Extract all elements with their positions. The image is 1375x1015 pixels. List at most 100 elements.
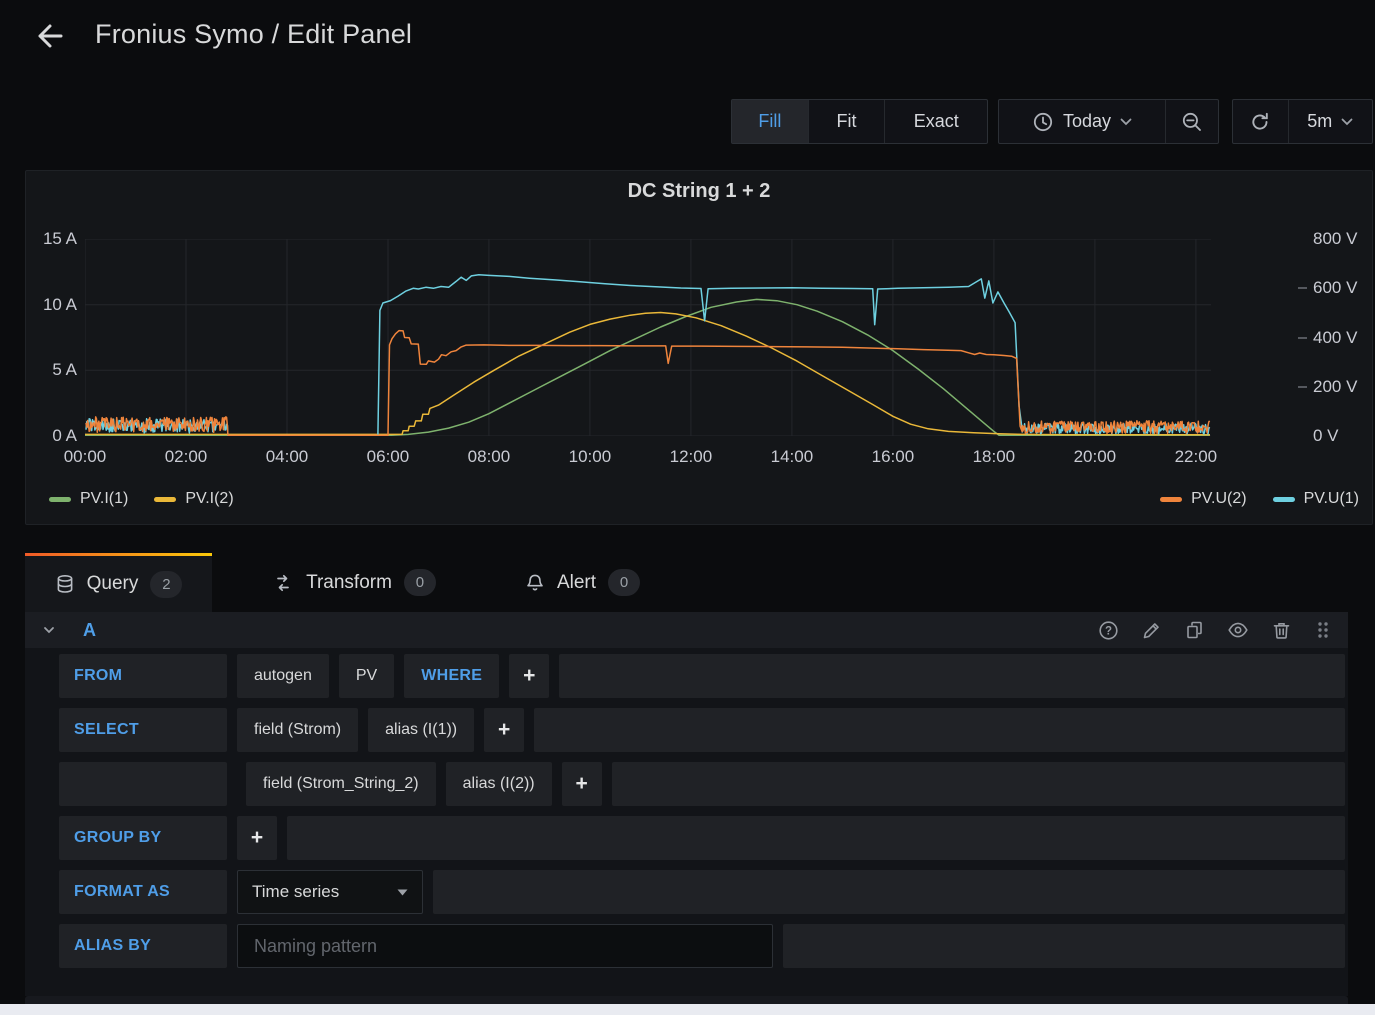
legend-color-dash xyxy=(49,496,71,502)
y-axis-left-tick: 15 A xyxy=(42,229,77,248)
toggle-visibility-button[interactable] xyxy=(1227,619,1249,641)
legend-label: PV.I(2) xyxy=(185,490,234,507)
bottom-scrollbar[interactable] xyxy=(0,1004,1375,1015)
add-select-part-button-2[interactable]: + xyxy=(561,762,602,806)
time-range-picker[interactable]: Today xyxy=(999,100,1166,143)
help-button[interactable]: ? xyxy=(1098,620,1119,641)
help-circle-icon: ? xyxy=(1099,620,1118,640)
format-as-label: FORMAT AS xyxy=(59,870,227,914)
add-select-part-button[interactable]: + xyxy=(484,708,525,752)
query-editor: A ? xyxy=(25,612,1348,996)
select-field-segment[interactable]: field (Strom) xyxy=(237,708,359,752)
tab-transform[interactable]: Transform 0 xyxy=(243,553,465,612)
x-axis-tick: 20:00 xyxy=(1073,447,1117,466)
format-as-select[interactable]: Time series xyxy=(237,870,423,914)
select-field-segment-2[interactable]: field (Strom_String_2) xyxy=(246,762,436,806)
from-measurement-segment[interactable]: PV xyxy=(338,654,395,698)
refresh-button[interactable] xyxy=(1233,100,1289,143)
time-range-label: Today xyxy=(1062,111,1112,131)
legend-group-left: PV.I(1) PV.I(2) xyxy=(49,485,234,513)
add-group-by-button[interactable]: + xyxy=(237,816,277,860)
legend-label: PV.U(2) xyxy=(1191,490,1247,507)
query-row-from: FROM autogen PV WHERE + xyxy=(59,654,1345,698)
svg-text:?: ? xyxy=(1105,625,1112,637)
row-filler xyxy=(559,654,1345,698)
duplicate-query-button[interactable] xyxy=(1184,620,1205,641)
copy-icon xyxy=(1187,621,1202,638)
caret-down-icon xyxy=(397,889,408,895)
back-button[interactable] xyxy=(30,16,70,56)
exact-mode-button[interactable]: Exact xyxy=(885,100,987,143)
legend-item[interactable]: PV.U(2) xyxy=(1160,490,1247,508)
tab-query[interactable]: Query 2 xyxy=(25,553,212,612)
tab-query-label: Query xyxy=(86,573,139,594)
query-row-alias-by: ALIAS BY xyxy=(59,924,1345,968)
row-filler xyxy=(534,708,1345,752)
alias-by-input[interactable] xyxy=(237,924,773,968)
group-by-label: GROUP BY xyxy=(59,816,227,860)
chart-title: DC String 1 + 2 xyxy=(627,180,771,202)
tab-alert-label: Alert xyxy=(556,571,597,593)
select-alias-segment[interactable]: alias (I(1)) xyxy=(368,708,475,752)
tab-query-count-badge: 2 xyxy=(150,570,183,598)
legend-item[interactable]: PV.I(1) xyxy=(49,490,128,508)
row-filler xyxy=(433,870,1345,914)
zoom-out-time-button[interactable] xyxy=(1166,100,1218,143)
refresh-interval-picker[interactable]: 5m xyxy=(1289,100,1372,143)
y-axis-right-tick: 800 V xyxy=(1313,229,1358,248)
refresh-group: 5m xyxy=(1232,99,1373,144)
x-axis-tick: 12:00 xyxy=(669,447,713,466)
next-query-row-edge[interactable] xyxy=(25,996,1348,1004)
x-axis-tick: 16:00 xyxy=(871,447,915,466)
delete-query-button[interactable] xyxy=(1271,620,1292,641)
fit-mode-button[interactable]: Fit xyxy=(809,100,886,143)
collapse-chevron-icon[interactable] xyxy=(41,622,57,638)
trash-icon xyxy=(1273,622,1290,639)
query-row-header[interactable]: A ? xyxy=(25,612,1348,648)
legend-label: PV.I(1) xyxy=(80,490,129,507)
from-label: FROM xyxy=(59,654,227,698)
add-where-condition-button[interactable]: + xyxy=(509,654,550,698)
transform-icon xyxy=(277,574,289,591)
legend-item[interactable]: PV.I(2) xyxy=(154,490,234,508)
y-axis-left-tick: 10 A xyxy=(42,294,77,314)
edit-query-button[interactable] xyxy=(1141,620,1162,641)
chart-legend: PV.I(1) PV.I(2) PV.U(2) PV.U(1) xyxy=(26,485,1372,513)
x-axis-tick: 04:00 xyxy=(265,447,309,466)
toolbar: Fill Fit Exact Today 5m xyxy=(0,99,1375,144)
tab-alert[interactable]: Alert 0 xyxy=(500,553,665,612)
refresh-interval-label: 5m xyxy=(1307,111,1333,131)
pencil-icon xyxy=(1143,622,1159,638)
x-axis-tick: 00:00 xyxy=(63,447,107,466)
editor-tabs: Query 2 Transform 0 Alert 0 xyxy=(0,553,1375,612)
tab-alert-count-badge: 0 xyxy=(608,569,641,596)
tab-transform-label: Transform xyxy=(306,571,392,593)
where-keyword-segment[interactable]: WHERE xyxy=(404,654,500,698)
select-alias-segment-2[interactable]: alias (I(2)) xyxy=(445,762,552,806)
query-ref-id: A xyxy=(83,619,96,640)
from-policy-segment[interactable]: autogen xyxy=(237,654,329,698)
legend-color-dash xyxy=(154,496,177,502)
format-as-value: Time series xyxy=(252,882,340,901)
x-axis-tick: 22:00 xyxy=(1174,447,1218,466)
alias-by-label: ALIAS BY xyxy=(59,924,227,968)
y-axis-right-tick: 600 V xyxy=(1313,278,1358,298)
panel-size-mode-group: Fill Fit Exact xyxy=(731,99,988,144)
y-axis-right-tickmark xyxy=(1298,287,1307,290)
legend-color-dash xyxy=(1272,496,1295,502)
legend-item[interactable]: PV.U(1) xyxy=(1272,490,1359,508)
y-axis-right-tick: 400 V xyxy=(1313,327,1358,347)
top-nav: Fronius Symo / Edit Panel xyxy=(0,0,1375,80)
eye-icon xyxy=(1228,622,1248,638)
chart-plot-area[interactable] xyxy=(85,239,1211,436)
legend-label: PV.U(1) xyxy=(1303,490,1359,507)
select-blank-label xyxy=(59,762,227,806)
y-axis-right-tickmark xyxy=(1298,336,1307,339)
query-actions: ? xyxy=(1098,619,1332,641)
y-axis-right-tick: 200 V xyxy=(1313,376,1358,396)
fill-mode-button[interactable]: Fill xyxy=(732,100,809,143)
y-axis-right-tick: 0 V xyxy=(1313,426,1339,445)
query-row-format-as: FORMAT AS Time series xyxy=(59,870,1345,914)
arrow-left-icon xyxy=(38,24,63,48)
drag-handle[interactable] xyxy=(1314,620,1332,640)
